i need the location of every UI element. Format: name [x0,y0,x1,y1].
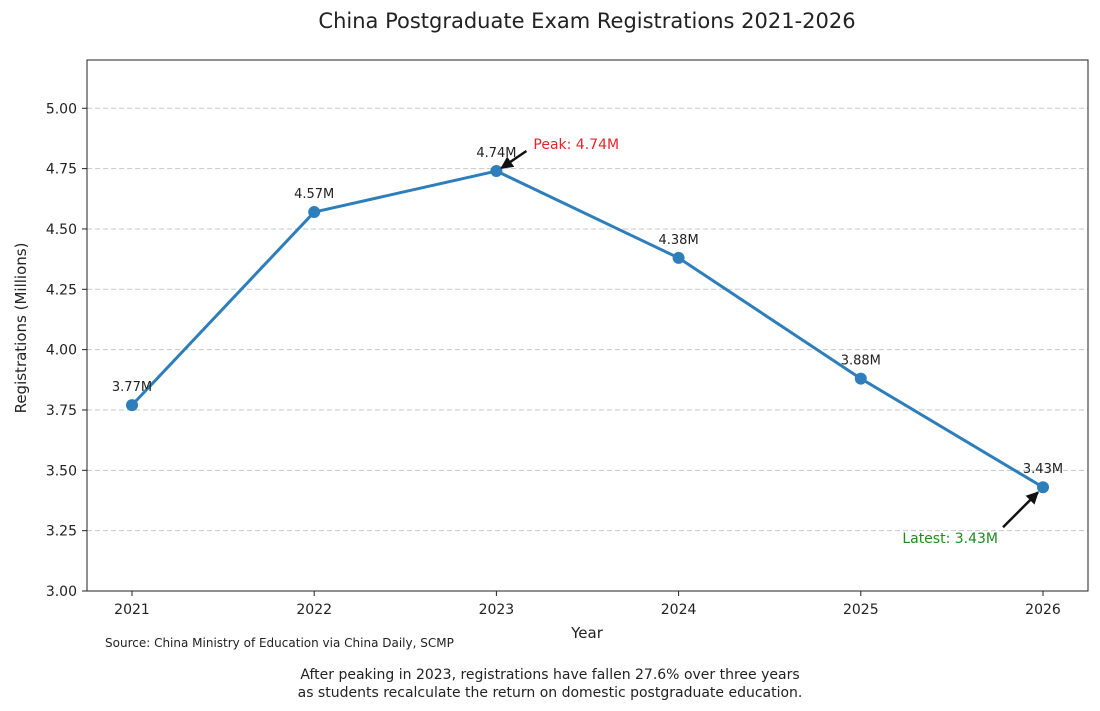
series-line [130,169,1044,489]
data-point [672,251,685,264]
annotation-label: Latest: 3.43M [902,531,998,547]
annotation-label: Peak: 4.74M [533,137,619,153]
data-point [308,206,321,219]
y-tick-label: 4.75 [46,162,77,178]
axis-ticks: 3.00 3.25 3.50 3.75 4.00 4.25 4.50 4.75 5.00 2021… [46,101,1061,618]
data-point [126,399,138,412]
annotations: Peak: 4.74M Latest: 3.43M [500,137,1039,547]
data-labels: 3.77M 4.57M 4.74M 4.38M 3.88M 3.43M [112,146,1063,477]
y-tick-label: 5.00 [46,101,77,117]
data-point [854,372,867,385]
y-axis-title: Registrations (Millions) [12,243,30,414]
y-tick-label: 3.25 [46,524,77,540]
annotation-arrow [1002,491,1039,529]
source-note: Source: China Ministry of Education via … [105,636,454,650]
data-label: 3.43M [1023,462,1063,477]
y-tick-label: 4.25 [46,282,77,298]
chart-title: China Postgraduate Exam Registrations 20… [318,9,855,33]
x-tick-label: 2022 [296,602,332,618]
x-tick-label: 2026 [1025,602,1061,618]
x-tick-label: 2021 [114,602,150,618]
data-label: 4.38M [659,233,699,248]
data-label: 3.77M [112,380,152,395]
data-label: 4.57M [294,187,334,202]
x-tick-label: 2025 [843,602,879,618]
y-tick-label: 4.00 [46,343,77,359]
caption-line-2: as students recalculate the return on do… [298,685,803,701]
data-point [490,165,503,178]
plot-frame [86,59,1089,592]
series [126,165,1049,494]
gridlines [87,107,1088,532]
x-axis-title: Year [570,624,604,642]
y-tick-label: 3.00 [46,584,77,600]
caption-line-1: After peaking in 2023, registrations hav… [300,667,799,683]
y-tick-label: 3.50 [46,463,77,479]
data-label: 3.88M [841,354,881,369]
annotation-arrow [500,149,528,170]
y-tick-label: 4.50 [46,222,77,238]
x-tick-label: 2023 [479,602,515,618]
x-tick-label: 2024 [661,602,697,618]
data-point [1037,481,1049,494]
data-label: 4.74M [476,146,516,161]
y-tick-label: 3.75 [46,403,77,419]
